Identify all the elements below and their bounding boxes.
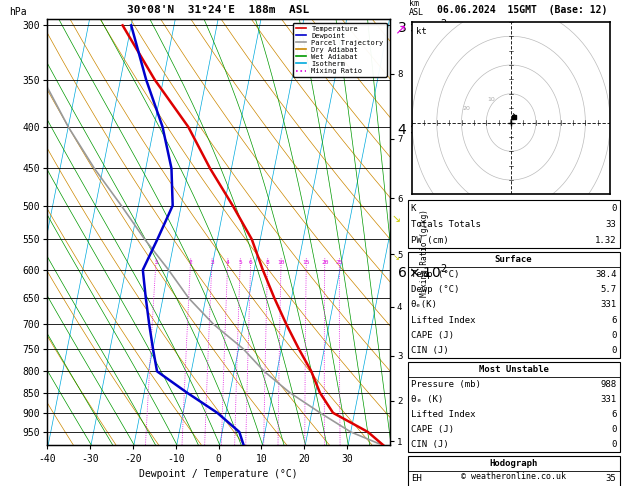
Text: hPa: hPa (9, 7, 27, 17)
Text: 0: 0 (611, 425, 616, 434)
Text: 15: 15 (303, 260, 310, 265)
Text: θₑ (K): θₑ (K) (411, 395, 443, 404)
Text: 0: 0 (611, 440, 616, 449)
Text: 33: 33 (606, 220, 616, 229)
Text: Totals Totals: Totals Totals (411, 220, 481, 229)
Text: km
ASL: km ASL (409, 0, 424, 17)
Text: 10: 10 (487, 97, 495, 102)
Text: © weatheronline.co.uk: © weatheronline.co.uk (461, 472, 566, 481)
Text: 0: 0 (611, 346, 616, 355)
Text: 0: 0 (611, 204, 616, 213)
Text: 38.4: 38.4 (595, 270, 616, 279)
Text: 0: 0 (611, 330, 616, 340)
Text: 8: 8 (266, 260, 270, 265)
Text: Dewp (°C): Dewp (°C) (411, 285, 459, 295)
Text: Lifted Index: Lifted Index (411, 315, 476, 325)
Text: K: K (411, 204, 416, 213)
Text: 06.06.2024  15GMT  (Base: 12): 06.06.2024 15GMT (Base: 12) (437, 4, 607, 15)
Text: ↘: ↘ (392, 214, 401, 224)
Text: 25: 25 (336, 260, 343, 265)
Text: 331: 331 (600, 395, 616, 404)
Text: Hodograph: Hodograph (489, 459, 538, 468)
Text: 5.7: 5.7 (600, 285, 616, 295)
Text: CAPE (J): CAPE (J) (411, 330, 454, 340)
Text: 20: 20 (462, 105, 470, 111)
Text: Lifted Index: Lifted Index (411, 410, 476, 419)
Text: EH: EH (411, 474, 421, 483)
Text: Mixing Ratio (g/kg): Mixing Ratio (g/kg) (420, 209, 429, 297)
Text: 1: 1 (154, 260, 158, 265)
Text: ↘: ↘ (392, 253, 400, 262)
Text: CIN (J): CIN (J) (411, 346, 448, 355)
Text: 20: 20 (321, 260, 328, 265)
Text: Most Unstable: Most Unstable (479, 364, 548, 374)
Text: CAPE (J): CAPE (J) (411, 425, 454, 434)
Text: Surface: Surface (495, 255, 532, 264)
X-axis label: Dewpoint / Temperature (°C): Dewpoint / Temperature (°C) (139, 469, 298, 479)
Text: Temp (°C): Temp (°C) (411, 270, 459, 279)
Text: 2: 2 (189, 260, 192, 265)
Text: 1.32: 1.32 (595, 236, 616, 245)
Text: 6: 6 (249, 260, 253, 265)
Text: 5: 5 (238, 260, 242, 265)
Text: CIN (J): CIN (J) (411, 440, 448, 449)
Text: 3: 3 (210, 260, 214, 265)
Text: 10: 10 (277, 260, 285, 265)
Text: 6: 6 (611, 410, 616, 419)
Text: 6: 6 (611, 315, 616, 325)
Text: θₑ(K): θₑ(K) (411, 300, 438, 310)
Legend: Temperature, Dewpoint, Parcel Trajectory, Dry Adiabat, Wet Adiabat, Isotherm, Mi: Temperature, Dewpoint, Parcel Trajectory… (292, 23, 386, 77)
Text: 30°08'N  31°24'E  188m  ASL: 30°08'N 31°24'E 188m ASL (128, 4, 309, 15)
Text: 35: 35 (606, 474, 616, 483)
Text: 988: 988 (600, 380, 616, 389)
Text: 331: 331 (600, 300, 616, 310)
Text: kt: kt (416, 27, 426, 36)
Text: Pressure (mb): Pressure (mb) (411, 380, 481, 389)
Text: PW (cm): PW (cm) (411, 236, 448, 245)
Text: 4: 4 (226, 260, 230, 265)
Text: ↗: ↗ (394, 22, 405, 36)
